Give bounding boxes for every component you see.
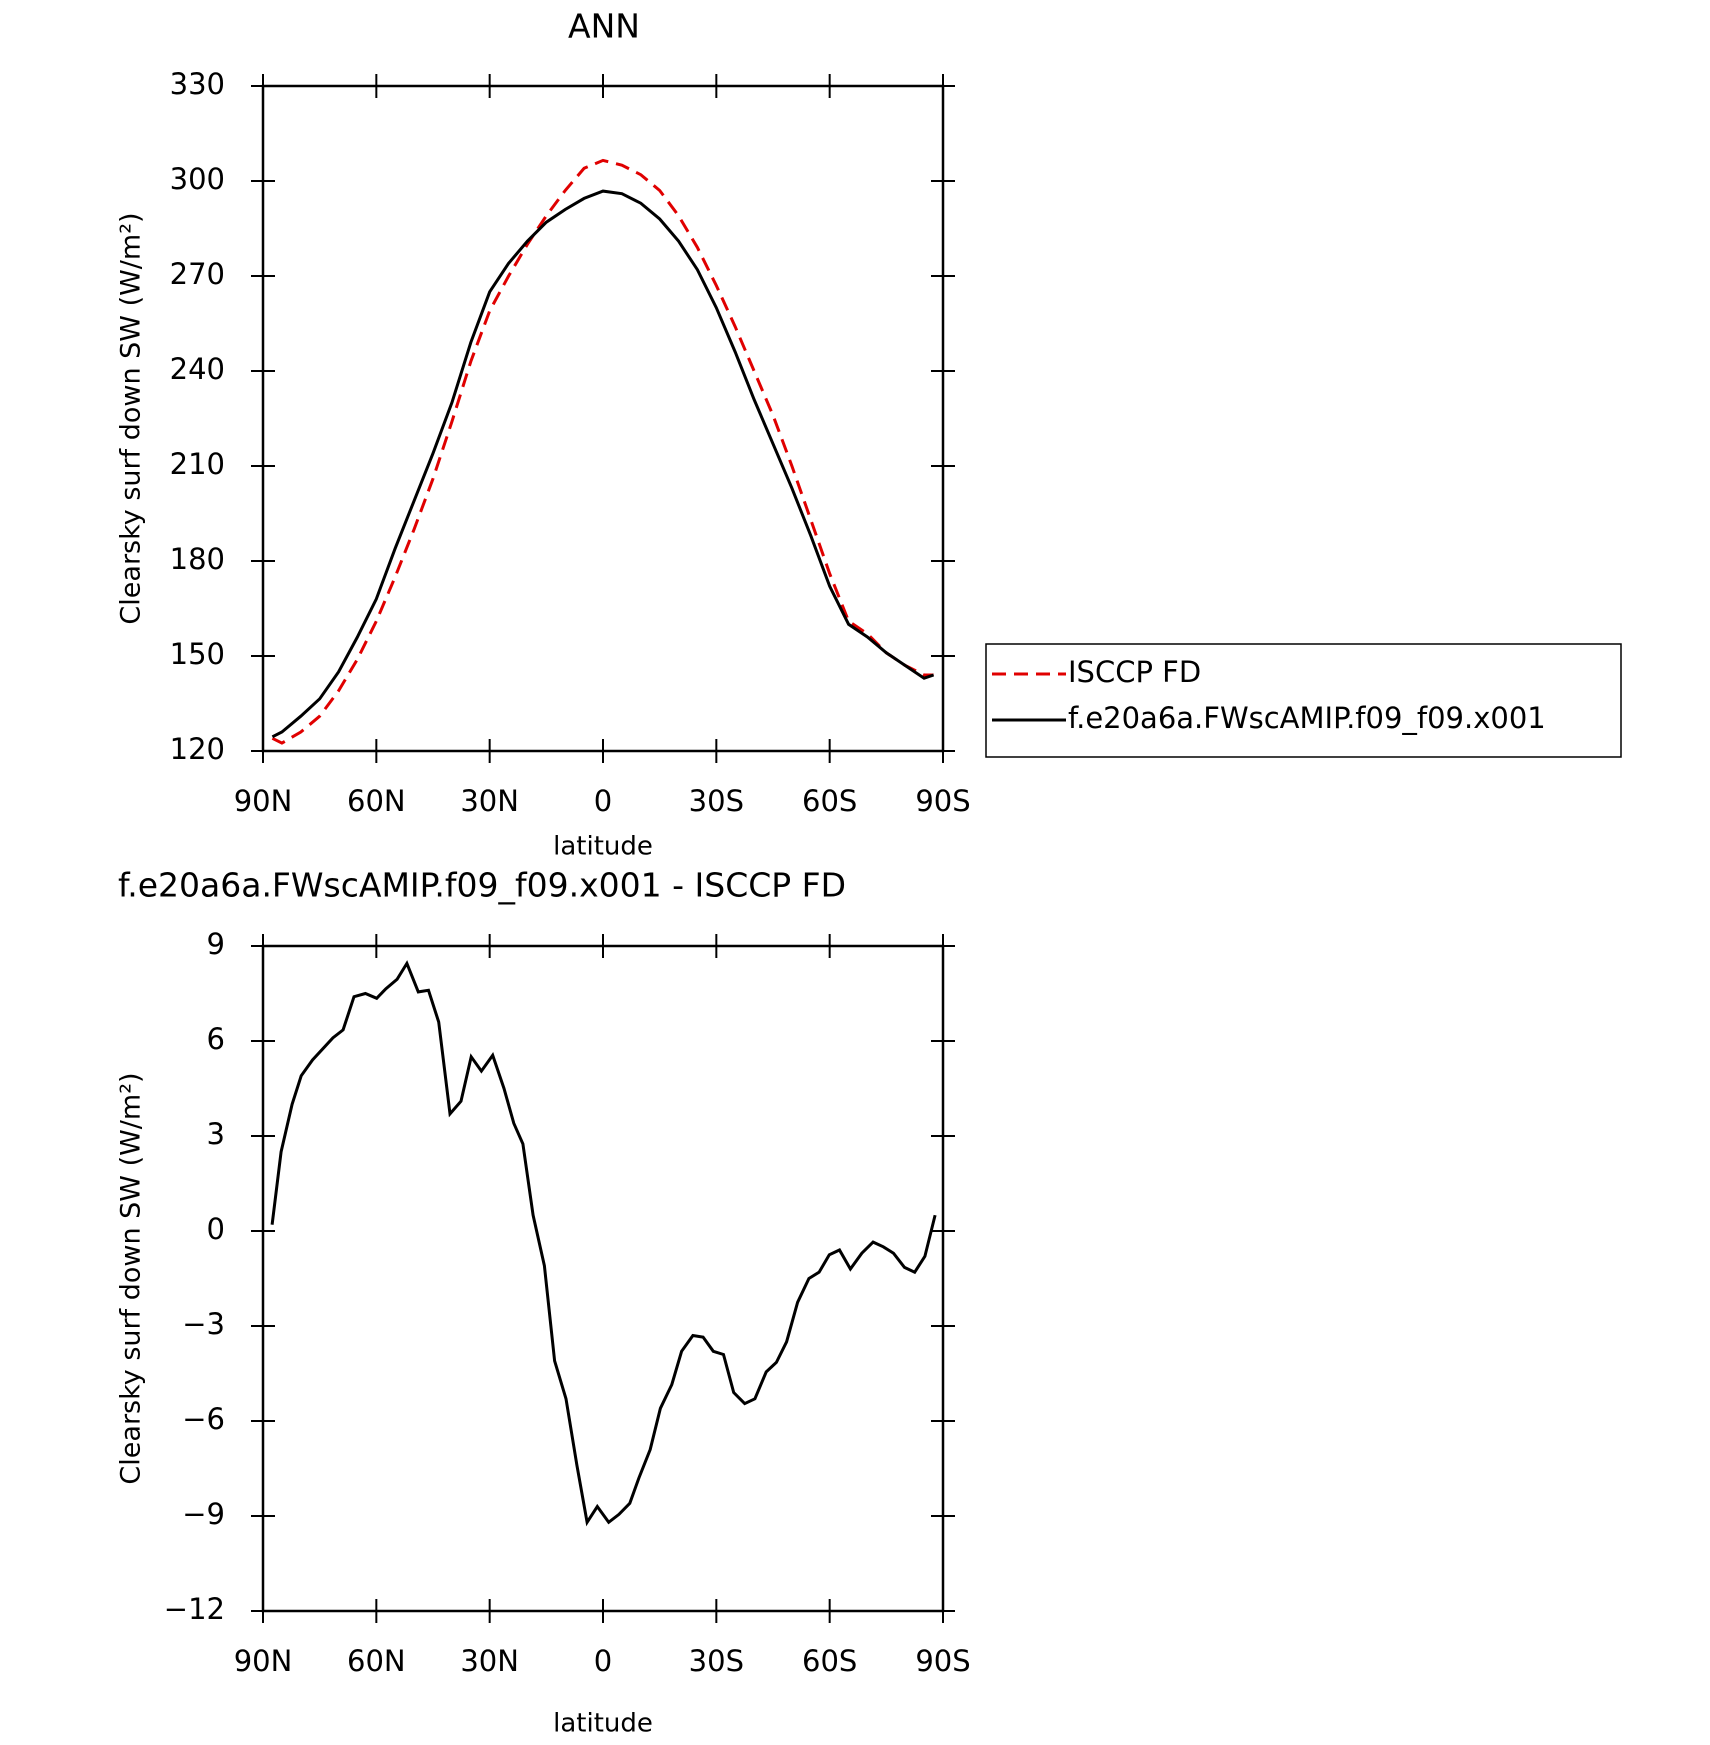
y-tick-label: 330 xyxy=(170,67,225,101)
x-tick-label: 30S xyxy=(689,784,744,818)
x-tick-label: 60S xyxy=(802,784,857,818)
x-tick-label: 0 xyxy=(594,1644,612,1678)
y-tick-label: −6 xyxy=(182,1402,225,1436)
legend-label: ISCCP FD xyxy=(1068,655,1201,689)
y-tick-label: 180 xyxy=(170,542,225,576)
y-tick-label: 9 xyxy=(207,927,225,961)
y-tick-label: 150 xyxy=(170,637,225,671)
x-axis-label: latitude xyxy=(553,832,653,862)
data-line xyxy=(271,158,934,745)
y-axis-label: Clearsky surf down SW (W/m²) xyxy=(116,212,147,624)
plot-frame xyxy=(261,944,945,1613)
x-axis-label: latitude xyxy=(553,1709,653,1739)
x-tick-label: 60S xyxy=(802,1644,857,1678)
x-tick-label: 30N xyxy=(460,1644,519,1678)
chart-title: f.e20a6a.FWscAMIP.f09_f09.x001 - ISCCP F… xyxy=(118,866,846,905)
y-tick-label: −12 xyxy=(164,1592,225,1626)
x-tick-label: 30N xyxy=(460,784,519,818)
x-tick-label: 60N xyxy=(347,784,406,818)
y-tick-label: 210 xyxy=(170,447,225,481)
x-tick-label: 0 xyxy=(594,784,612,818)
legend-box xyxy=(985,643,1622,758)
plot-frame xyxy=(261,84,945,753)
y-tick-label: 120 xyxy=(170,732,225,766)
data-line xyxy=(270,960,937,1527)
y-tick-label: 0 xyxy=(207,1212,225,1246)
chart-title: ANN xyxy=(568,7,640,46)
x-tick-label: 90S xyxy=(915,784,970,818)
y-tick-label: 300 xyxy=(170,162,225,196)
x-tick-label: 90N xyxy=(234,784,293,818)
y-tick-label: −9 xyxy=(182,1497,225,1531)
y-tick-label: 270 xyxy=(170,257,225,291)
y-tick-label: 6 xyxy=(207,1022,225,1056)
y-axis-label: Clearsky surf down SW (W/m²) xyxy=(116,1072,147,1484)
y-tick-label: 3 xyxy=(207,1117,225,1151)
x-tick-label: 60N xyxy=(347,1644,406,1678)
x-tick-label: 30S xyxy=(689,1644,744,1678)
x-tick-label: 90N xyxy=(234,1644,293,1678)
legend-label: f.e20a6a.FWscAMIP.f09_f09.x001 xyxy=(1068,701,1546,735)
x-tick-label: 90S xyxy=(915,1644,970,1678)
y-tick-label: 240 xyxy=(170,352,225,386)
data-line xyxy=(271,189,935,739)
y-tick-label: −3 xyxy=(182,1307,225,1341)
